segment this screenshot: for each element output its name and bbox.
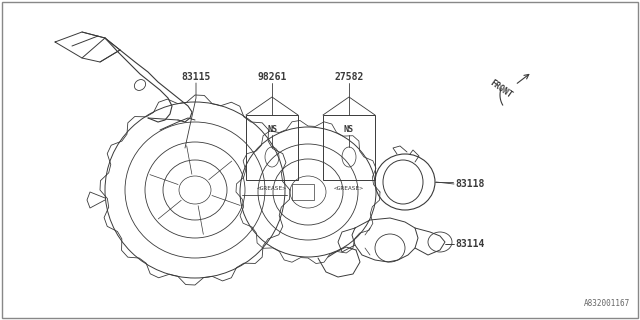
Text: NS: NS bbox=[267, 124, 277, 133]
Bar bbox=[246, 115, 298, 180]
Text: 83115: 83115 bbox=[181, 72, 211, 82]
Text: 83114: 83114 bbox=[455, 239, 484, 249]
Text: 83118: 83118 bbox=[455, 179, 484, 189]
Text: 98261: 98261 bbox=[257, 72, 287, 82]
Bar bbox=[292, 184, 314, 200]
Text: FRONT: FRONT bbox=[488, 78, 514, 100]
Bar bbox=[323, 115, 375, 180]
Text: <GREASE>: <GREASE> bbox=[334, 186, 364, 191]
Text: NS: NS bbox=[344, 124, 354, 133]
Text: <GREASE>: <GREASE> bbox=[257, 186, 287, 191]
Text: 27582: 27582 bbox=[334, 72, 364, 82]
Text: A832001167: A832001167 bbox=[584, 299, 630, 308]
